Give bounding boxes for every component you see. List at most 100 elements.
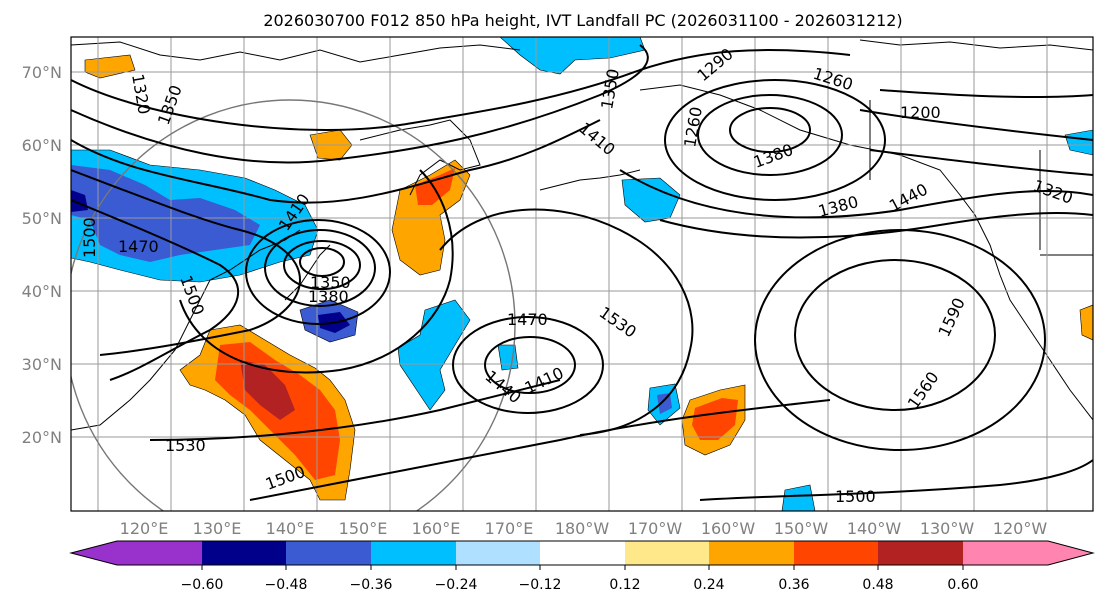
colorbar-extend-high xyxy=(1048,541,1093,565)
alaska-low-contour-3 xyxy=(664,79,886,201)
colorbar-segment xyxy=(878,541,963,565)
contour-label: 1350 xyxy=(310,273,351,292)
low-center-contour-3 xyxy=(264,229,376,307)
contour-label: 1470 xyxy=(507,310,548,329)
lon-label: 170°W xyxy=(628,519,683,538)
colorbar-segment xyxy=(202,541,286,565)
low-center-contour-4 xyxy=(245,219,391,325)
colorbar-tick-label: 0.12 xyxy=(609,577,640,593)
lon-label: 180°W xyxy=(555,519,610,538)
negative-anomaly-hawaii-core xyxy=(657,393,672,414)
contour-line xyxy=(71,49,851,131)
aleutian-islands xyxy=(539,169,641,191)
colorbar-segment xyxy=(709,541,794,565)
colorbar-segment xyxy=(963,541,1048,565)
colorbar-tick-label: −0.24 xyxy=(435,577,478,593)
colorbar-outline xyxy=(69,540,1095,566)
coast-alaska xyxy=(639,84,1093,421)
lon-label: 160°W xyxy=(701,519,756,538)
landfall-radius-circle xyxy=(71,99,516,511)
coast-canada xyxy=(859,39,1093,51)
negative-anomaly-core-west xyxy=(71,165,260,262)
colorbar-segment xyxy=(456,541,540,565)
lon-label: 130°W xyxy=(920,519,975,538)
contour-line xyxy=(179,169,454,374)
coast-asia xyxy=(71,229,301,431)
contour-line xyxy=(71,199,240,381)
contour-line xyxy=(71,119,601,204)
positive-anomaly-hawaii-core xyxy=(692,398,738,440)
contour-line xyxy=(439,208,694,436)
colorbar-segment xyxy=(286,541,371,565)
colorbar-tick-label: 0.24 xyxy=(693,577,724,593)
colorbar-segment xyxy=(371,541,456,565)
lat-label: 50°N xyxy=(22,209,62,228)
lon-label: 140°E xyxy=(266,519,315,538)
strong-negative-core-west xyxy=(71,190,88,212)
lon-label: 150°E xyxy=(339,519,388,538)
coast-japan xyxy=(284,244,331,301)
colorbar-tick-label: −0.36 xyxy=(350,577,393,593)
lon-label: 120°E xyxy=(120,519,169,538)
map-frame xyxy=(70,36,1094,512)
map-title: 2026030700 F012 850 hPa height, IVT Land… xyxy=(263,11,902,30)
lon-label: 120°W xyxy=(993,519,1048,538)
lat-label: 70°N xyxy=(22,63,62,82)
pacific-low-contour-2 xyxy=(452,316,604,414)
negative-anomaly-south xyxy=(781,484,816,511)
contour-label: 1470 xyxy=(118,237,159,256)
contour-line xyxy=(619,169,1093,219)
coast-borders xyxy=(869,100,1093,256)
coast-kamchatka xyxy=(359,119,481,196)
alaska-low-contour-1 xyxy=(729,107,811,153)
contour-line xyxy=(699,459,1093,501)
colorbar-tick-label: 0.48 xyxy=(862,577,893,593)
lat-label: 40°N xyxy=(22,282,62,301)
east-high-contour-1 xyxy=(794,259,996,411)
contour-line xyxy=(869,149,1093,176)
contour-line xyxy=(71,169,302,356)
contour-label: 1380 xyxy=(308,287,349,306)
lon-label: 130°E xyxy=(193,519,242,538)
strong-positive-china xyxy=(240,360,295,420)
colorbar-tick-label: −0.12 xyxy=(519,577,562,593)
colorbar-tick-label: −0.48 xyxy=(265,577,308,593)
contour-label: 1500 xyxy=(80,217,99,258)
lat-label: 60°N xyxy=(22,136,62,155)
colorbar: −0.60 −0.48 −0.36 −0.24 −0.12 0.12 0.24 … xyxy=(69,540,1095,593)
latitude-labels: 70°N 60°N 50°N 40°N 30°N 20°N xyxy=(22,63,62,447)
lon-label: 140°W xyxy=(847,519,902,538)
pacific-low-contour-1 xyxy=(484,336,576,394)
lon-label: 150°W xyxy=(774,519,829,538)
contour-line xyxy=(71,44,649,164)
contour-label: 1500 xyxy=(835,487,876,506)
lon-label: 160°E xyxy=(412,519,461,538)
contour-label: 1530 xyxy=(165,436,206,455)
colorbar-tick-label: 0.36 xyxy=(778,577,809,593)
contour-line xyxy=(249,399,831,501)
lat-label: 30°N xyxy=(22,355,62,374)
coastlines xyxy=(71,39,1093,431)
contour-line xyxy=(859,109,1093,141)
east-high-contour-2 xyxy=(754,229,1046,451)
lon-label: 170°E xyxy=(485,519,534,538)
low-center-contour-2 xyxy=(283,240,361,290)
contour-labels: 1320 1350 1350 1290 1260 1200 1260 1320 … xyxy=(80,44,1075,506)
contour-line xyxy=(659,212,1093,239)
coast-north xyxy=(71,41,521,63)
map-panel: 1320 1350 1350 1290 1260 1200 1260 1320 … xyxy=(70,36,1094,512)
contour-label: 1200 xyxy=(900,103,941,122)
lat-label: 20°N xyxy=(22,428,62,447)
colorbar-segment xyxy=(794,541,878,565)
colorbar-tick-marks xyxy=(201,565,964,570)
colorbar-tick-label: −0.60 xyxy=(181,577,224,593)
positive-anomaly-east xyxy=(1079,304,1093,341)
colorbar-tick-label: 0.60 xyxy=(947,577,978,593)
low-center-contour-1 xyxy=(299,247,345,277)
colorbar-segment xyxy=(540,541,625,565)
longitude-labels: 120°E 130°E 140°E 150°E 160°E 170°E 180°… xyxy=(120,519,1048,538)
colorbar-extend-low xyxy=(71,541,117,565)
alaska-low-contour-2 xyxy=(697,94,843,176)
height-contours xyxy=(71,44,1093,501)
